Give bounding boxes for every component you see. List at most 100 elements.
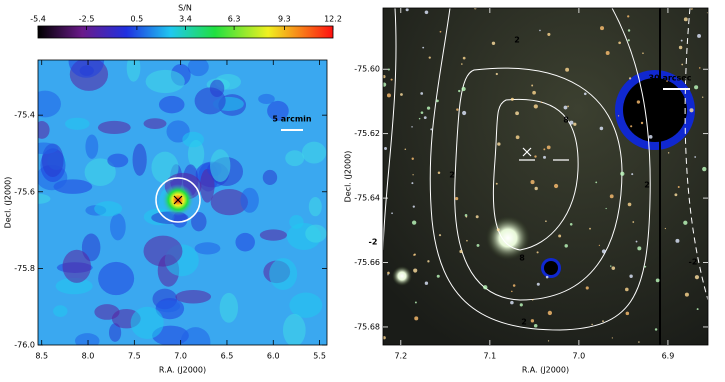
star [632, 221, 635, 223]
star [533, 324, 538, 328]
star [617, 115, 620, 117]
x-tick-label: 6.5 [221, 352, 234, 361]
star [564, 244, 568, 248]
star [510, 97, 514, 101]
star [512, 284, 516, 287]
blob [187, 60, 209, 77]
blob [62, 249, 91, 283]
star [411, 182, 414, 185]
blob [155, 300, 181, 313]
star [631, 173, 634, 176]
star [585, 286, 589, 290]
y-tick-label: -75.4 [14, 111, 35, 120]
star [627, 15, 630, 18]
blob [130, 306, 164, 339]
star [420, 92, 424, 95]
star [414, 316, 419, 321]
contour-label: 2 [644, 181, 650, 190]
sn-map [38, 60, 327, 345]
star [666, 80, 668, 82]
star [439, 30, 442, 33]
blob [65, 117, 90, 130]
x-axis-label: R.A. (J2000) [522, 366, 569, 375]
star [495, 182, 498, 185]
star [427, 260, 430, 263]
star [438, 234, 442, 237]
x-tick-label: 7.0 [174, 352, 187, 361]
star [642, 52, 644, 55]
star [466, 239, 468, 242]
star [683, 17, 688, 22]
blob [269, 258, 298, 291]
blob [143, 118, 167, 130]
star [602, 320, 604, 323]
star [664, 227, 666, 230]
star [391, 212, 393, 215]
blob [175, 290, 212, 304]
star [531, 298, 534, 301]
star [610, 265, 612, 267]
blob [308, 196, 322, 217]
blob [182, 131, 204, 148]
star [545, 220, 547, 223]
star [511, 290, 513, 293]
star [387, 68, 390, 71]
blob [38, 90, 61, 118]
star [625, 287, 629, 292]
blob [305, 224, 327, 243]
star [697, 34, 701, 38]
star [383, 336, 386, 340]
star [531, 84, 534, 87]
blob [68, 60, 105, 78]
blob [98, 261, 135, 296]
star [455, 197, 459, 201]
blob [282, 313, 306, 345]
star [629, 274, 633, 278]
x-tick-label: 7.2 [394, 352, 407, 361]
star [539, 29, 541, 32]
star [496, 228, 500, 232]
star [533, 104, 538, 109]
star [674, 193, 678, 197]
star [601, 249, 606, 254]
star [386, 93, 391, 98]
star [515, 111, 519, 116]
star [618, 41, 621, 45]
star [422, 46, 425, 49]
star [702, 166, 707, 172]
star [547, 340, 550, 342]
star [599, 126, 604, 131]
blob [235, 232, 255, 252]
star [424, 281, 429, 285]
source-circle [155, 177, 201, 223]
star [567, 105, 569, 108]
star [648, 134, 653, 139]
contour-label: 8 [519, 254, 525, 263]
star [461, 86, 466, 92]
star [412, 174, 414, 176]
blob [285, 150, 305, 167]
colorbar-tick-label: -5.4 [30, 15, 46, 24]
star [515, 135, 520, 140]
blob [258, 93, 275, 104]
star [694, 275, 700, 280]
blob [289, 292, 323, 318]
star [655, 278, 660, 283]
star [384, 147, 387, 150]
star [387, 274, 389, 276]
star [605, 207, 607, 210]
star [530, 180, 535, 185]
star [698, 67, 701, 69]
star [534, 155, 537, 158]
y-tick-label: -75.6 [14, 187, 35, 196]
contour-label: 2 [514, 36, 520, 45]
blob [75, 333, 100, 345]
star [420, 111, 424, 114]
star [495, 72, 498, 76]
scale-label: 30 arcsec [649, 74, 692, 83]
star [627, 202, 632, 207]
y-axis-label: Decl. (J2000) [344, 151, 353, 203]
star [536, 251, 539, 254]
blob [38, 121, 50, 139]
